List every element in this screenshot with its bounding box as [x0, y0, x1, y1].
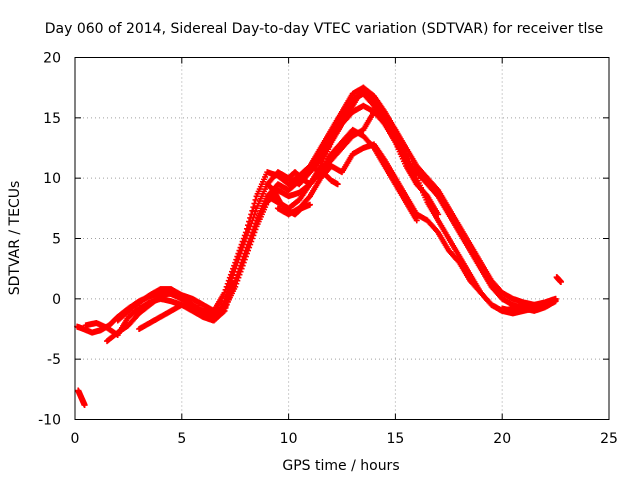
data-point [239, 238, 246, 245]
data-point [224, 280, 231, 287]
data-point [220, 308, 227, 315]
data-point [247, 214, 254, 221]
data-point [221, 307, 228, 314]
data-point [250, 226, 257, 233]
data-point [234, 271, 241, 278]
data-point [246, 218, 253, 225]
data-point [225, 295, 232, 302]
y-tick-label: 10 [43, 171, 61, 187]
data-point [234, 253, 241, 260]
data-point [249, 229, 256, 236]
data-point [231, 262, 238, 269]
y-tick-label: 20 [43, 51, 61, 67]
data-point [222, 286, 229, 293]
data-point [228, 268, 235, 275]
x-tick-label: 0 [71, 431, 80, 447]
data-point [252, 220, 259, 227]
x-tick-label: 10 [280, 431, 298, 447]
data-point [306, 201, 313, 208]
data-point [242, 229, 249, 236]
data-point [552, 295, 559, 302]
data-point [334, 181, 341, 188]
x-tick-label: 15 [386, 431, 404, 447]
chart-title: Day 060 of 2014, Sidereal Day-to-day VTE… [45, 21, 604, 37]
data-point [232, 259, 239, 266]
data-point [222, 304, 229, 311]
data-point [81, 402, 88, 409]
data-point [226, 274, 233, 281]
x-axis-label: GPS time / hours [282, 458, 399, 474]
data-point [251, 200, 258, 207]
data-point [238, 241, 245, 248]
data-point [240, 253, 247, 260]
y-axis-label: SDTVAR / TECUs [7, 181, 23, 296]
data-point [245, 222, 252, 229]
data-point [239, 256, 246, 263]
data-point [243, 244, 250, 251]
y-tick-label: 5 [52, 232, 61, 248]
data-point [233, 274, 240, 281]
data-point [557, 278, 564, 285]
data-point [226, 292, 233, 299]
axis-ticks: 0 5 10 15 20 25 -10 -5 0 5 10 15 20 [38, 51, 618, 448]
data-point [221, 289, 228, 296]
data-point [251, 223, 258, 230]
x-tick-label: 20 [493, 431, 511, 447]
data-point [242, 247, 249, 254]
data-point [232, 277, 239, 284]
x-tick-label: 5 [177, 431, 186, 447]
data-point [231, 280, 238, 287]
y-tick-label: 15 [43, 111, 61, 127]
data-point [248, 232, 255, 239]
data-point [230, 265, 237, 272]
data-point [233, 256, 240, 263]
y-tick-label: -5 [47, 352, 61, 368]
data-point [237, 244, 244, 251]
data-point [236, 247, 243, 254]
data-point [225, 277, 232, 284]
data-point [227, 271, 234, 278]
data-point [237, 262, 244, 269]
data-point [240, 235, 247, 242]
data-point [413, 217, 420, 224]
data-point [230, 283, 237, 290]
data-point [245, 241, 252, 248]
data-point [243, 225, 250, 232]
data-point [227, 289, 234, 296]
data-point [247, 235, 254, 242]
data-point [249, 207, 256, 214]
plot-frame [74, 57, 610, 420]
x-tick-label: 25 [600, 431, 618, 447]
data-point [250, 204, 257, 211]
data-points [74, 84, 564, 409]
data-point [241, 250, 248, 257]
data-point [236, 265, 243, 272]
data-point [235, 268, 242, 275]
y-tick-label: -10 [38, 413, 61, 429]
data-point [238, 259, 245, 266]
data-point [252, 196, 259, 203]
data-point [235, 250, 242, 257]
data-point [241, 232, 248, 239]
data-point [223, 283, 230, 290]
data-point [228, 286, 235, 293]
y-tick-label: 0 [52, 292, 61, 308]
data-point [224, 298, 231, 305]
data-point [246, 238, 253, 245]
data-point [223, 301, 230, 308]
data-point [248, 211, 255, 218]
